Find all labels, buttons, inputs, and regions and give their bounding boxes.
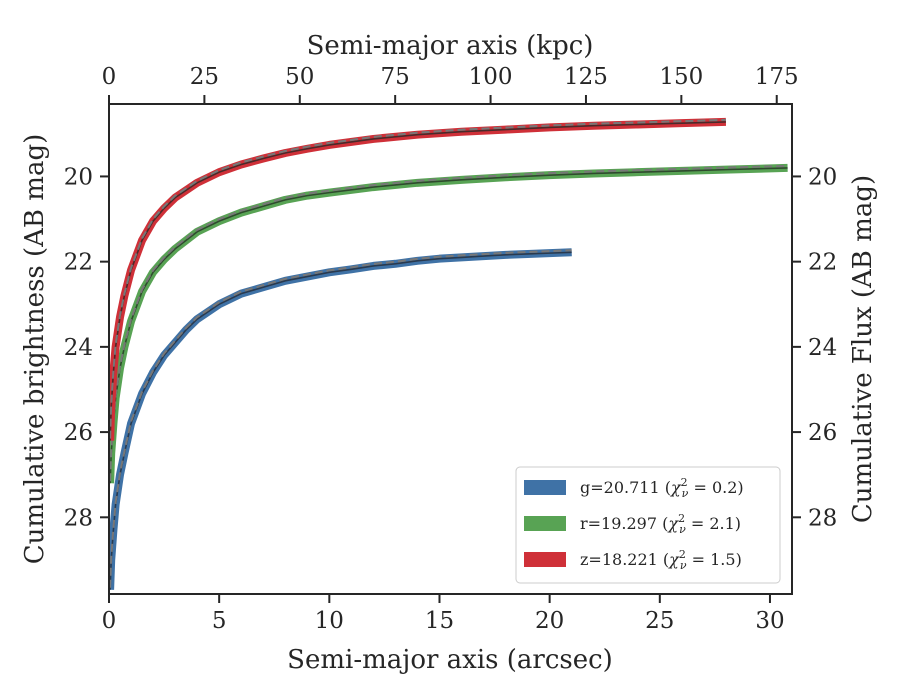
y2-tick-label: 26 [808, 420, 837, 446]
plot-frame [108, 103, 793, 595]
y2-axis-label: Cumulative Flux (AB mag) [848, 175, 878, 523]
x-tick-label: 5 [212, 608, 227, 634]
series-model-g [109, 249, 572, 588]
legend-label-z: z=18.221 (χ2 ν = 1.5) [580, 548, 742, 572]
legend-label-g: g=20.711 (χ2 ν = 0.2) [580, 476, 744, 500]
x2-tick-label: 100 [469, 64, 513, 90]
x2-tick-label: 25 [190, 64, 219, 90]
series-line-g [109, 251, 572, 590]
y-tick-label: 20 [64, 164, 93, 190]
x-tick-label: 10 [315, 608, 344, 634]
legend-box [515, 466, 781, 584]
x2-tick-label: 50 [285, 64, 314, 90]
y2-tick-label: 28 [808, 505, 837, 531]
x-tick-label: 20 [535, 608, 564, 634]
series-band-g [109, 248, 572, 590]
y2-tick-label: 20 [808, 164, 837, 190]
series-line-z [109, 121, 726, 441]
x-tick-label: 15 [425, 608, 454, 634]
x2-tick-label: 0 [102, 64, 117, 90]
y2-tick-label: 24 [808, 335, 837, 361]
ticks-layer: 0 5 10 15 20 25 30 0 25 50 75 100 125 150 175 20 20 22 22 2… [64, 64, 838, 634]
legend-swatch-z [524, 552, 566, 567]
legend-label-r: r=19.297 (χ2 ν = 2.1) [580, 512, 741, 536]
y-tick-label: 28 [64, 505, 93, 531]
legend-swatch-r [524, 516, 566, 531]
x2-tick-label: 75 [381, 64, 410, 90]
series-model-r [109, 164, 788, 482]
x-tick-label: 25 [645, 608, 674, 634]
legend: g=20.711 (χ2 ν = 0.2) r=19.297 (χ2 ν = 2.1)… [515, 466, 781, 584]
legend-swatch-g [524, 480, 566, 495]
x-tick-label: 0 [102, 608, 117, 634]
y-tick-label: 22 [64, 250, 93, 276]
x2-tick-label: 175 [755, 64, 799, 90]
series-line-r [109, 167, 788, 484]
x-tick-label: 30 [755, 608, 784, 634]
x-axis-label: Semi-major axis (arcsec) [287, 645, 613, 675]
y-axis-label: Cumulative brightness (AB mag) [20, 134, 50, 565]
series-band-r [109, 163, 788, 484]
curves-layer [109, 117, 788, 590]
x2-tick-label: 150 [659, 64, 703, 90]
x2-tick-label: 125 [564, 64, 608, 90]
y-tick-label: 26 [64, 420, 93, 446]
y-tick-label: 24 [64, 335, 93, 361]
x2-axis-label: Semi-major axis (kpc) [307, 31, 594, 61]
series-model-z [109, 118, 726, 439]
y2-tick-label: 22 [808, 250, 837, 276]
